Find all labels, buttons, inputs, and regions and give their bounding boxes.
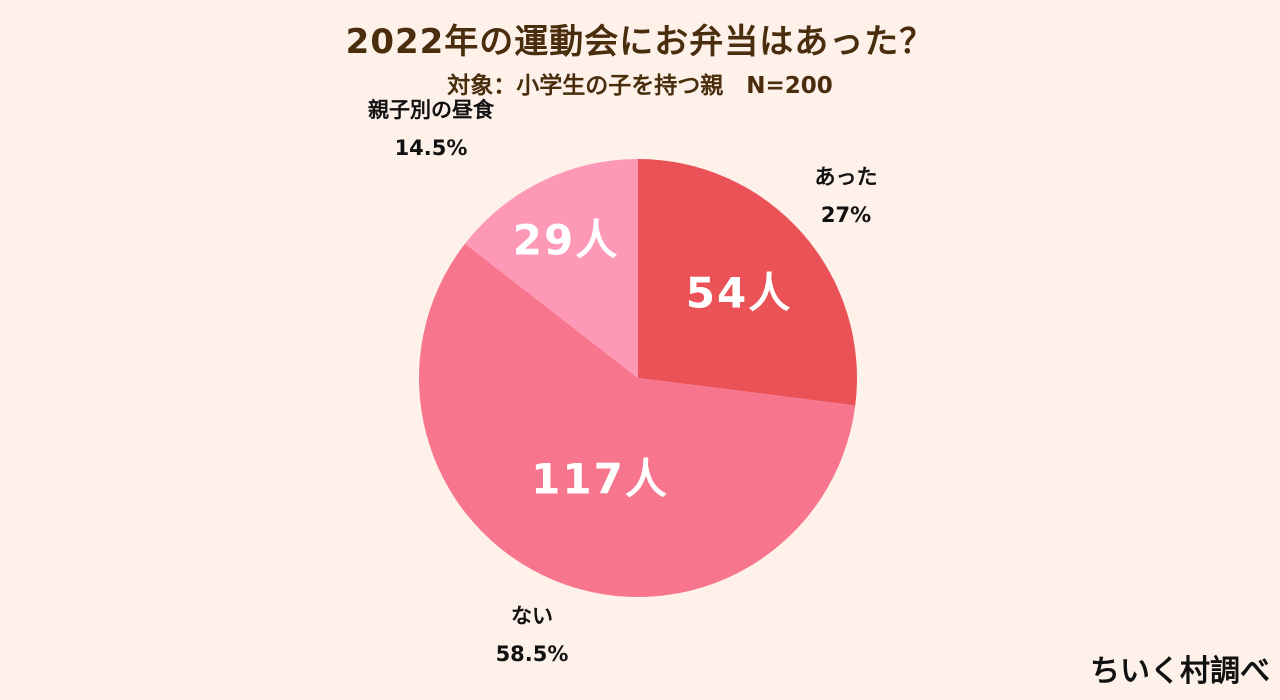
pie-slice	[464, 159, 638, 378]
pie-slice	[638, 159, 857, 406]
credit-label: ちいく村調べ	[1090, 654, 1270, 689]
slice-count-label: 54人	[686, 269, 792, 318]
chart-subtitle: 対象：小学生の子を持つ親 N=200	[447, 73, 833, 99]
pie-slice	[418, 243, 856, 598]
slice-category-label: ない	[511, 604, 553, 628]
slice-count-label: 29人	[513, 216, 619, 265]
slice-count-label: 117人	[531, 455, 669, 504]
slice-percent-label: 27%	[821, 203, 871, 227]
chart-title: 2022年の運動会にお弁当はあった？	[345, 22, 935, 62]
slice-category-label: あった	[815, 165, 878, 189]
slice-percent-label: 14.5%	[395, 136, 468, 160]
slice-percent-label: 58.5%	[496, 642, 569, 666]
slice-category-label: 親子別の昼食	[368, 98, 495, 122]
